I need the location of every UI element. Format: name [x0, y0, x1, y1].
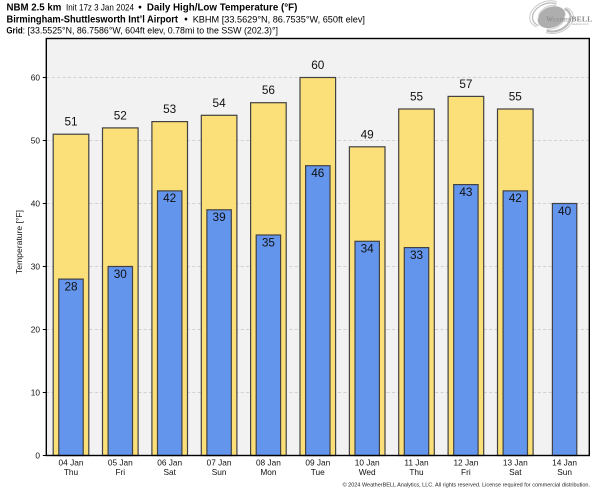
svg-text:WEATHERBELL: WEATHERBELL: [546, 14, 592, 23]
svg-text:NBM 2.5 km: NBM 2.5 km: [7, 3, 62, 14]
svg-text:Temperature [°F]: Temperature [°F]: [14, 210, 24, 274]
svg-text:43: 43: [459, 185, 473, 199]
svg-text:Thu: Thu: [64, 467, 79, 477]
svg-text:30: 30: [114, 267, 128, 281]
svg-text:28: 28: [64, 279, 78, 293]
svg-text:13 Jan: 13 Jan: [503, 458, 528, 468]
svg-text:50: 50: [31, 135, 41, 145]
svg-text:•: •: [138, 3, 142, 14]
svg-text:Tue: Tue: [311, 467, 325, 477]
svg-text:KBHM [33.5629°N, 86.7535°W, 65: KBHM [33.5629°N, 86.7535°W, 650ft elev]: [193, 15, 365, 25]
svg-text:Fri: Fri: [461, 467, 471, 477]
svg-text:42: 42: [163, 191, 176, 205]
svg-text:51: 51: [64, 115, 77, 129]
svg-text:52: 52: [114, 108, 127, 122]
svg-text:Sun: Sun: [557, 467, 572, 477]
svg-text:34: 34: [361, 242, 375, 256]
svg-text:© 2024 WeatherBELL Analytics,: © 2024 WeatherBELL Analytics, LLC. All r…: [343, 482, 591, 489]
svg-text:55: 55: [509, 90, 523, 104]
svg-text:12 Jan: 12 Jan: [453, 458, 478, 468]
svg-text:04 Jan: 04 Jan: [59, 458, 84, 468]
svg-text:Mon: Mon: [260, 467, 277, 477]
svg-text:Wed: Wed: [359, 467, 376, 477]
svg-text:35: 35: [262, 235, 276, 249]
svg-text:Sun: Sun: [212, 467, 227, 477]
svg-text:55: 55: [410, 90, 424, 104]
svg-text:33: 33: [410, 248, 424, 262]
svg-text:60: 60: [31, 72, 41, 82]
svg-text:Grid: Grid: [6, 25, 22, 35]
svg-text:Birmingham-Shuttlesworth Int’l: Birmingham-Shuttlesworth Int’l Airport: [7, 15, 179, 26]
svg-text:Sat: Sat: [509, 467, 522, 477]
svg-text:10: 10: [31, 387, 41, 397]
svg-text:60: 60: [311, 58, 325, 72]
svg-text:0: 0: [35, 450, 40, 460]
svg-text:30: 30: [31, 261, 41, 271]
svg-text:: [33.5525°N, 86.7586°W, 604ft: : [33.5525°N, 86.7586°W, 604ft elev, 0.7…: [23, 25, 278, 35]
svg-text:Analytics LLC: Analytics LLC: [572, 22, 589, 26]
svg-text:09 Jan: 09 Jan: [305, 458, 330, 468]
svg-text:06 Jan: 06 Jan: [157, 458, 182, 468]
svg-text:Fri: Fri: [115, 467, 125, 477]
svg-text:40: 40: [31, 198, 41, 208]
svg-text:Thu: Thu: [409, 467, 424, 477]
svg-text:56: 56: [262, 83, 276, 97]
svg-text:07 Jan: 07 Jan: [207, 458, 232, 468]
svg-text:40: 40: [558, 204, 572, 218]
svg-text:14 Jan: 14 Jan: [552, 458, 577, 468]
svg-text:•: •: [184, 15, 188, 26]
svg-text:57: 57: [459, 77, 472, 91]
svg-text:10 Jan: 10 Jan: [355, 458, 380, 468]
svg-text:Init 17z 3 Jan 2024: Init 17z 3 Jan 2024: [66, 3, 134, 13]
svg-text:49: 49: [361, 127, 374, 141]
svg-text:Sat: Sat: [163, 467, 176, 477]
svg-text:39: 39: [213, 210, 226, 224]
svg-text:05 Jan: 05 Jan: [108, 458, 133, 468]
svg-text:11 Jan: 11 Jan: [404, 458, 429, 468]
svg-text:Daily High/Low Temperature (°F: Daily High/Low Temperature (°F): [147, 3, 298, 14]
svg-text:08 Jan: 08 Jan: [256, 458, 281, 468]
svg-text:20: 20: [31, 324, 41, 334]
svg-text:46: 46: [311, 166, 325, 180]
svg-text:54: 54: [213, 96, 227, 110]
svg-text:53: 53: [163, 102, 177, 116]
svg-text:42: 42: [509, 191, 522, 205]
